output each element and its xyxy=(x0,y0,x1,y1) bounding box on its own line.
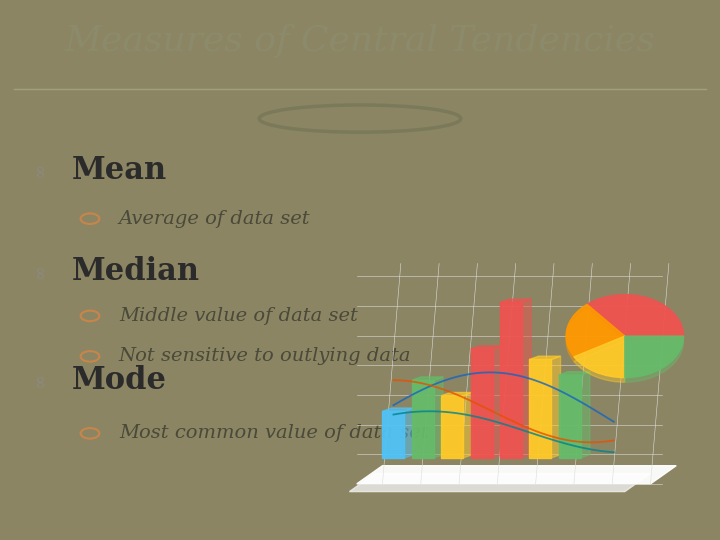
Polygon shape xyxy=(581,372,590,458)
Polygon shape xyxy=(463,393,472,458)
Bar xyxy=(500,302,522,458)
Polygon shape xyxy=(405,408,414,458)
Wedge shape xyxy=(566,309,625,361)
Text: ∞: ∞ xyxy=(30,163,49,178)
Wedge shape xyxy=(574,336,625,377)
Bar xyxy=(441,396,463,458)
Polygon shape xyxy=(492,346,502,458)
Wedge shape xyxy=(587,295,683,336)
Wedge shape xyxy=(625,336,683,377)
Polygon shape xyxy=(522,299,531,458)
Polygon shape xyxy=(412,377,443,380)
Wedge shape xyxy=(587,299,683,341)
Polygon shape xyxy=(434,377,443,458)
Polygon shape xyxy=(500,299,531,302)
Polygon shape xyxy=(552,356,561,458)
Text: Mode: Mode xyxy=(72,365,167,396)
Text: Middle value of data set: Middle value of data set xyxy=(119,307,358,325)
Bar xyxy=(412,380,434,458)
Text: Average of data set: Average of data set xyxy=(119,210,310,228)
Bar xyxy=(559,375,581,458)
Wedge shape xyxy=(625,341,683,382)
Wedge shape xyxy=(574,341,625,382)
Polygon shape xyxy=(382,408,414,411)
Text: Median: Median xyxy=(72,256,200,287)
Text: Not sensitive to outlying data: Not sensitive to outlying data xyxy=(119,347,411,366)
Polygon shape xyxy=(349,474,651,491)
Wedge shape xyxy=(566,305,625,357)
Text: Mean: Mean xyxy=(72,154,167,186)
Text: Most common value of data set: Most common value of data set xyxy=(119,424,428,442)
Polygon shape xyxy=(471,346,502,349)
Polygon shape xyxy=(357,465,676,484)
Text: Measures of Central Tendencies: Measures of Central Tendencies xyxy=(65,24,655,58)
Text: ∞: ∞ xyxy=(30,373,49,388)
Polygon shape xyxy=(559,372,590,375)
Bar xyxy=(471,349,492,458)
Text: ∞: ∞ xyxy=(30,264,49,279)
Bar xyxy=(382,411,405,458)
Bar xyxy=(529,360,552,458)
Polygon shape xyxy=(441,393,472,396)
Polygon shape xyxy=(529,356,561,360)
